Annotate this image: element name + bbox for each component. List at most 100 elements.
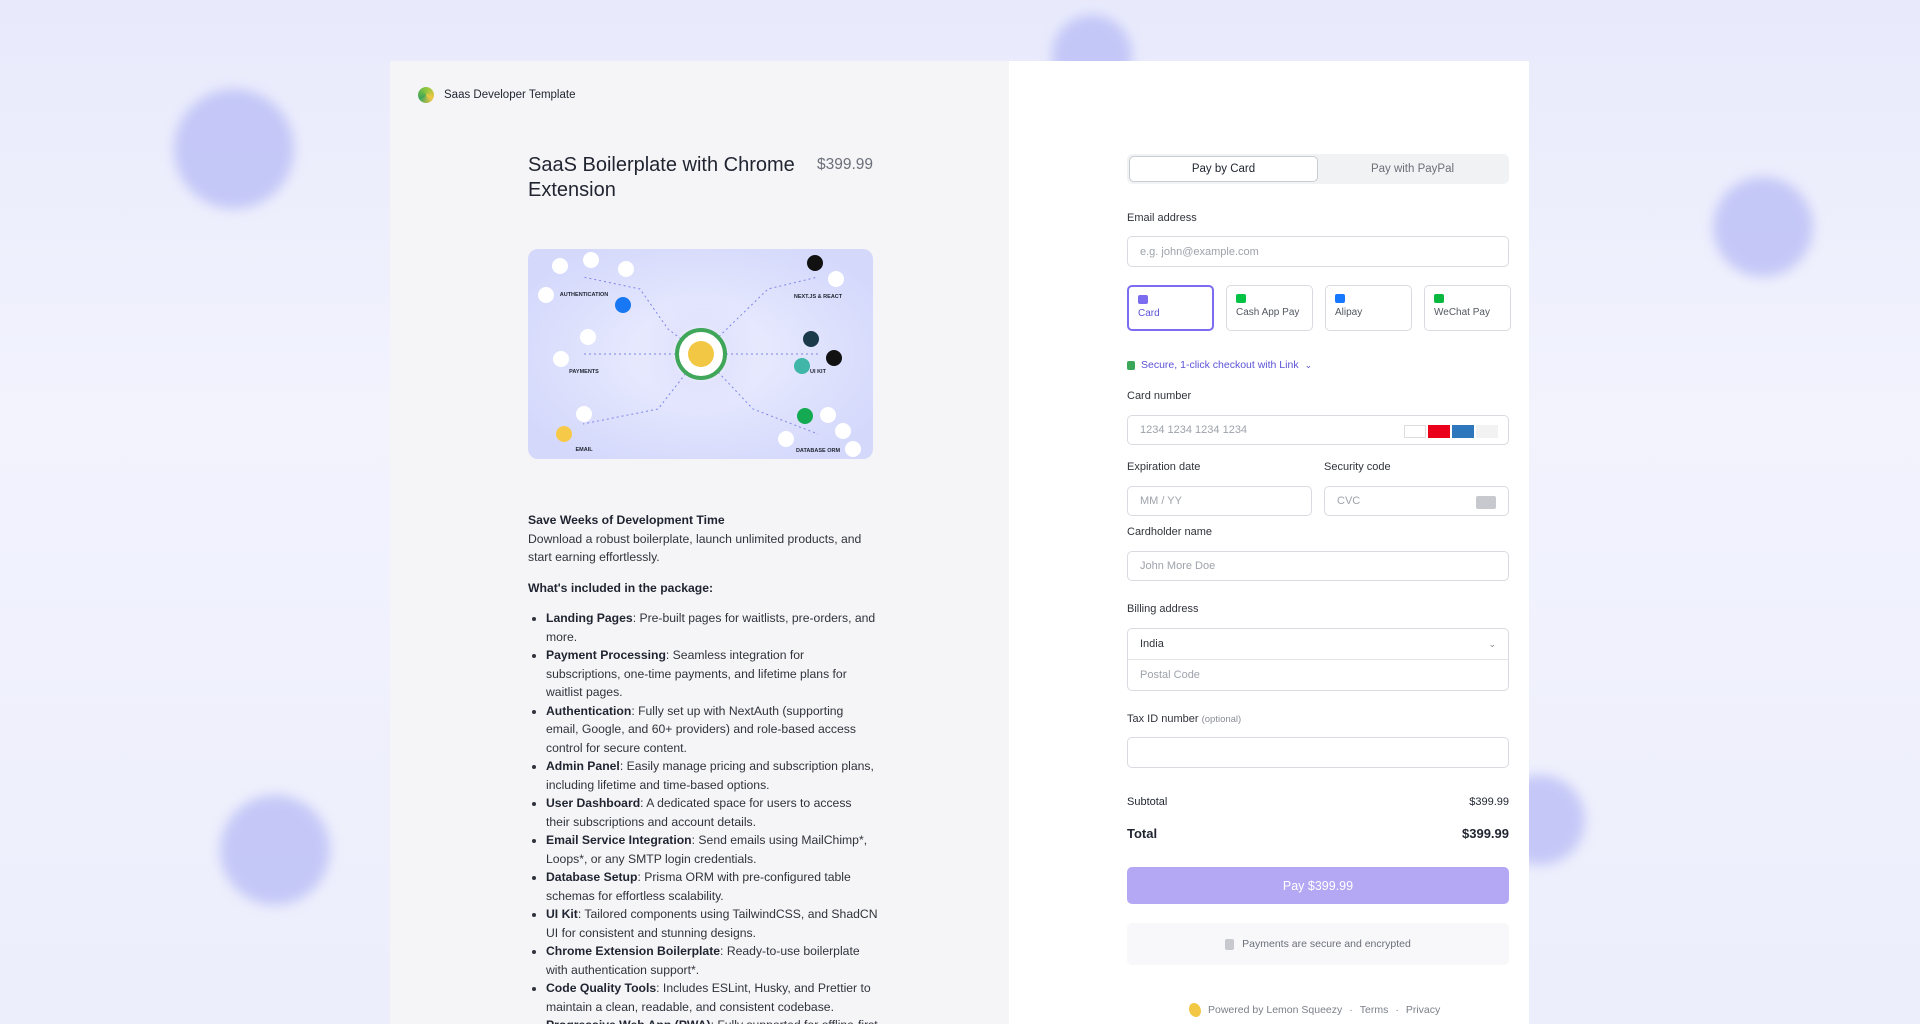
- feature-text: : Prisma ORM with pre-configured table s…: [546, 870, 851, 903]
- tab[interactable]: Pay by Card: [1129, 156, 1318, 182]
- tax-input[interactable]: [1127, 737, 1509, 768]
- feature-name: UI Kit: [546, 907, 578, 921]
- total-value: $399.99: [1462, 826, 1509, 841]
- expiry-input[interactable]: MM / YY: [1127, 486, 1312, 516]
- billing-box: India ⌄ Postal Code: [1127, 628, 1509, 691]
- product-price: $399.99: [816, 156, 873, 173]
- feature-text: : Tailored components using TailwindCSS,…: [546, 907, 878, 940]
- image-label: NEXT.JS & REACT: [794, 294, 843, 300]
- feature-name: Admin Panel: [546, 759, 620, 773]
- card-label: Card number: [1127, 390, 1192, 402]
- separator: ·: [1349, 1004, 1353, 1016]
- card-brands: [1404, 425, 1498, 438]
- email-input[interactable]: e.g. john@example.com: [1127, 236, 1509, 267]
- feature-text: : Easily manage pricing and subscription…: [546, 759, 874, 792]
- billing-label: Billing address: [1127, 603, 1199, 615]
- card-input[interactable]: 1234 1234 1234 1234: [1127, 415, 1509, 445]
- feature-text: : Fully set up with NextAuth (supporting…: [546, 703, 856, 755]
- bg-blob: [1713, 177, 1813, 277]
- description-heading: Save Weeks of Development Time: [528, 513, 725, 527]
- list-heading: What's included in the package:: [528, 580, 714, 595]
- feature-item: Email Service Integration: Send emails u…: [546, 831, 878, 868]
- payment-methods: Card Cash App Pay Alipay WeChat Pay: [1127, 285, 1511, 331]
- feature-text: : Send emails using MailChimp*, Loops*, …: [546, 833, 868, 866]
- feature-name: Code Quality Tools: [546, 981, 657, 995]
- image-label: EMAIL: [575, 447, 593, 453]
- cvc-label: Security code: [1324, 461, 1391, 473]
- image-label: AUTHENTICATION: [560, 292, 609, 298]
- product-title: SaaS Boilerplate with Chrome Extension: [528, 154, 795, 201]
- terms-link[interactable]: Terms: [1359, 1004, 1389, 1016]
- feature-text: : A dedicated space for users to access …: [546, 796, 852, 829]
- method-name: Cash App Pay: [1236, 307, 1300, 318]
- expiry-label: Expiration date: [1127, 461, 1201, 473]
- country-select[interactable]: India ⌄: [1128, 629, 1508, 660]
- tax-label: Tax ID number (optional): [1127, 713, 1241, 725]
- brand-logo: [418, 87, 434, 103]
- method-icon: [1434, 294, 1444, 303]
- product-panel: Saas Developer Template SaaS Boilerplate…: [390, 61, 1009, 1024]
- link-checkout[interactable]: Secure, 1-click checkout with Link ⌄: [1127, 359, 1312, 371]
- privacy-link[interactable]: Privacy: [1405, 1004, 1441, 1016]
- method-name: WeChat Pay: [1434, 307, 1490, 318]
- image-label: UI KIT: [810, 369, 827, 375]
- placeholder: MM / YY: [1140, 495, 1182, 507]
- feature-item: Database Setup: Prisma ORM with pre-conf…: [546, 868, 878, 905]
- feature-text: : Pre-built pages for waitlists, pre-ord…: [546, 611, 876, 644]
- feature-item: Code Quality Tools: Includes ESLint, Hus…: [546, 979, 878, 1016]
- placeholder: Postal Code: [1140, 669, 1200, 681]
- payment-method[interactable]: WeChat Pay: [1424, 285, 1511, 331]
- payment-method[interactable]: Card: [1127, 285, 1214, 331]
- feature-name: Email Service Integration: [546, 833, 692, 847]
- feature-name: Landing Pages: [546, 611, 633, 625]
- feature-item: Landing Pages: Pre-built pages for waitl…: [546, 609, 878, 646]
- chevron: ⌄: [1304, 359, 1313, 370]
- feature-name: Database Setup: [546, 870, 638, 884]
- cvc-icon: [1476, 496, 1496, 509]
- placeholder: John More Doe: [1140, 560, 1216, 572]
- checkout-panel: Pay by Card Pay with PayPal Email addres…: [1009, 61, 1529, 1024]
- feature-item: Chrome Extension Boilerplate: Ready-to-u…: [546, 942, 878, 979]
- description-text: Download a robust boilerplate, launch un…: [528, 531, 862, 565]
- method-icon: [1138, 295, 1148, 304]
- feature-item: UI Kit: Tailored components using Tailwi…: [546, 905, 878, 942]
- name-input[interactable]: John More Doe: [1127, 551, 1509, 581]
- bg-blob: [220, 795, 330, 905]
- tab[interactable]: Pay with PayPal: [1370, 163, 1455, 175]
- tax-optional: (optional): [1201, 714, 1242, 725]
- placeholder: e.g. john@example.com: [1140, 245, 1259, 258]
- image-label: DATABASE ORM: [796, 448, 841, 454]
- link-text: Secure, 1-click checkout with Link: [1141, 359, 1299, 371]
- method-icon: [1236, 294, 1246, 303]
- feature-item: User Dashboard: A dedicated space for us…: [546, 794, 878, 831]
- powered-by[interactable]: Powered by Lemon Squeezy: [1208, 1004, 1343, 1016]
- postal-input[interactable]: Postal Code: [1128, 660, 1508, 690]
- subtotal-label: Subtotal: [1127, 796, 1168, 808]
- lock-icon: [1127, 360, 1135, 370]
- separator: ·: [1395, 1004, 1399, 1016]
- method-name: Alipay: [1335, 307, 1363, 318]
- tabs: Pay by Card Pay with PayPal: [1127, 154, 1509, 184]
- brand-name: Saas Developer Template: [444, 89, 576, 101]
- method-name: Card: [1138, 308, 1160, 319]
- footer: Powered by Lemon Squeezy · Terms · Privacy: [1189, 1003, 1440, 1017]
- description: Save Weeks of Development Time Download …: [528, 511, 878, 1024]
- pay-button[interactable]: Pay $399.99: [1127, 867, 1509, 904]
- feature-name: Payment Processing: [546, 648, 666, 662]
- feature-name: User Dashboard: [546, 796, 641, 810]
- lemon-icon: [1189, 1003, 1201, 1017]
- feature-text: : Includes ESLint, Husky, and Prettier t…: [546, 981, 871, 1014]
- placeholder: CVC: [1337, 495, 1361, 507]
- feature-name: Authentication: [546, 703, 632, 718]
- tax-label-text: Tax ID number: [1127, 713, 1199, 725]
- cvc-input[interactable]: CVC: [1324, 486, 1509, 516]
- payment-method[interactable]: Cash App Pay: [1226, 285, 1313, 331]
- payment-method[interactable]: Alipay: [1325, 285, 1412, 331]
- method-icon: [1335, 294, 1345, 303]
- feature-name: Progressive Web App (PWA): [546, 1018, 711, 1024]
- placeholder: 1234 1234 1234 1234: [1140, 424, 1248, 436]
- subtotal-value: $399.99: [1469, 796, 1509, 808]
- feature-item: Authentication: Fully set up with NextAu…: [546, 702, 878, 758]
